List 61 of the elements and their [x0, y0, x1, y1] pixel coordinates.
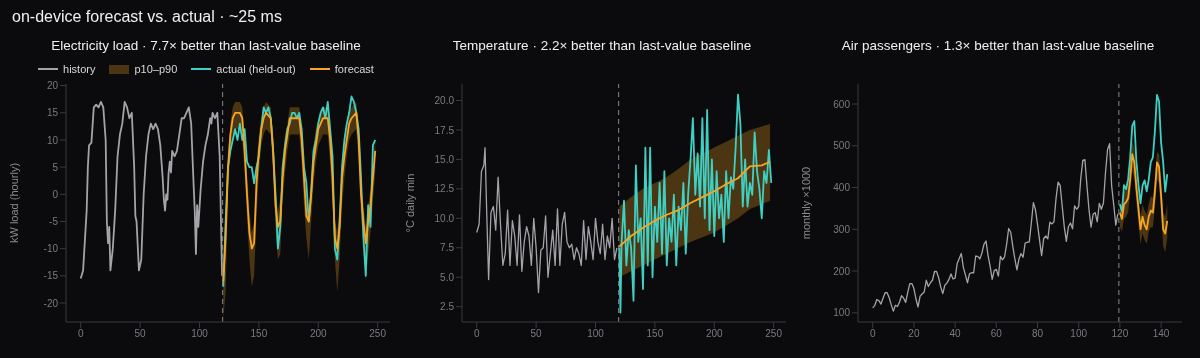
y-tick-label: -15 [43, 270, 59, 282]
y-tick-label: 15 [46, 107, 59, 119]
x-tick-label: 0 [869, 328, 876, 340]
legend-label: forecast [334, 63, 374, 75]
y-tick-label: 5 [52, 161, 59, 173]
y-tick-label: 20.0 [434, 95, 455, 107]
chart-title: Electricity load · 7.7× better than last-value baseline [50, 38, 362, 55]
y-tick-label: 12.5 [434, 183, 455, 195]
y-axis-title: kW load (hourly) [7, 162, 20, 244]
y-axis-title: monthly ×1000 [799, 166, 812, 240]
y-tick-label: 7.5 [440, 242, 455, 254]
y-tick-label: 10 [46, 134, 59, 146]
text: p10–p90 [134, 63, 178, 75]
x-tick-label: 50 [134, 328, 147, 340]
x-tick-label: 120 [1111, 328, 1129, 340]
line-series [618, 160, 771, 248]
y-tick-label: 200 [833, 265, 851, 277]
x-tick-label: 80 [1031, 328, 1044, 340]
y-tick-label: 17.5 [434, 124, 455, 136]
line-series [618, 93, 773, 314]
line-series [79, 101, 223, 280]
y-tick-label: -10 [43, 243, 59, 255]
y-tick-label: 5.0 [440, 271, 455, 283]
x-tick-label: 200 [705, 328, 724, 340]
x-tick-label: 200 [309, 328, 328, 340]
x-tick-label: 100 [191, 328, 209, 340]
x-tick-label: 20 [908, 328, 920, 340]
legend-label: actual (held-out) [216, 63, 296, 75]
x-tick-label: 100 [587, 328, 605, 340]
x-tick-label: 250 [765, 328, 783, 340]
chart-title: Air passengers · 1.3× better than last-value baseline [840, 38, 1156, 55]
y-tick-label: 0 [52, 188, 59, 200]
y-tick-label: 100 [833, 307, 851, 319]
y-tick-label: -20 [43, 297, 59, 309]
x-tick-label: 60 [990, 328, 1003, 340]
x-tick-label: 40 [949, 328, 962, 340]
y-tick-label: -5 [49, 216, 59, 228]
y-tick-label: 400 [833, 182, 851, 194]
line-series [476, 146, 618, 294]
y-tick-label: 15.0 [434, 153, 455, 165]
x-tick-label: 0 [473, 328, 480, 340]
line-series [1119, 153, 1169, 235]
y-tick-label: 300 [833, 223, 851, 235]
y-tick-label: 20 [46, 80, 59, 92]
x-tick-label: 0 [77, 328, 84, 340]
line-series [1119, 93, 1169, 213]
x-tick-label: 250 [369, 328, 387, 340]
line-series [872, 143, 1119, 312]
x-tick-label: 150 [646, 328, 664, 340]
y-axis-title: °C daily min [403, 173, 416, 233]
chart-title: Temperature · 2.2× better than last-value baseline [451, 38, 753, 55]
y-tick-label: 600 [833, 98, 851, 110]
x-tick-label: 150 [250, 328, 268, 340]
y-tick-label: 2.5 [440, 301, 455, 313]
x-tick-label: 100 [1070, 328, 1088, 340]
y-tick-label: 10.0 [434, 212, 455, 224]
legend-label: history [63, 63, 96, 75]
x-tick-label: 50 [530, 328, 543, 340]
y-tick-label: 500 [833, 140, 851, 152]
text: on-device forecast vs. actual · ~25 ms [11, 8, 283, 27]
x-tick-label: 140 [1152, 328, 1170, 340]
